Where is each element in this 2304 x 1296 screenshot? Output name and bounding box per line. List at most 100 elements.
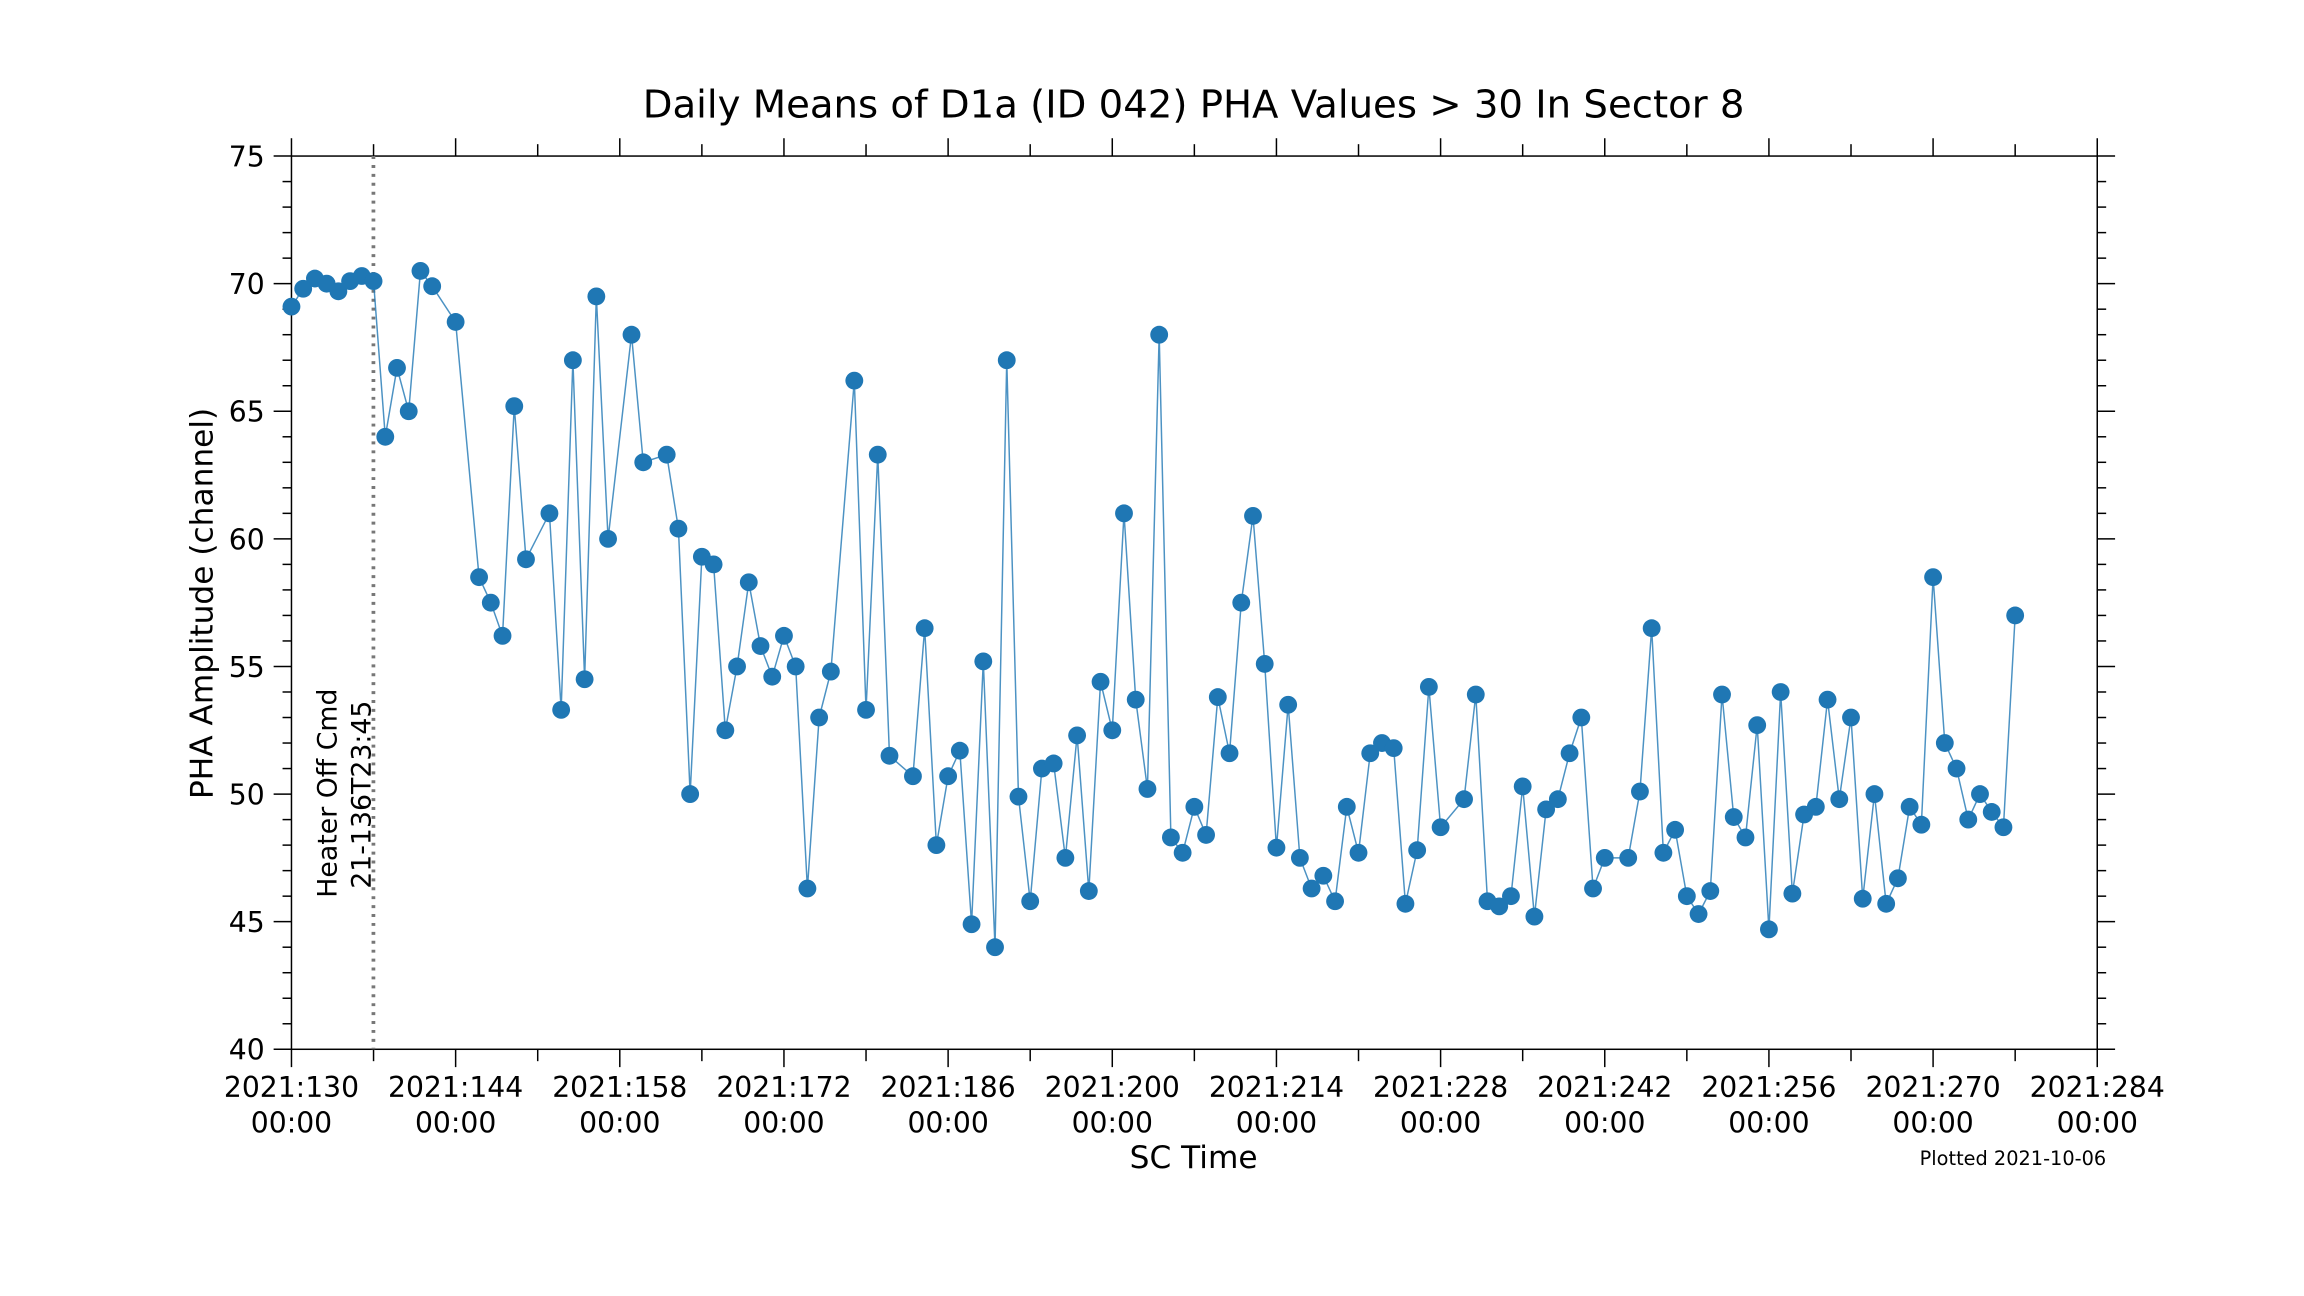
x-tick-label: 00:00 xyxy=(579,1107,660,1140)
data-point xyxy=(775,626,793,645)
data-point xyxy=(1302,879,1321,898)
data-point xyxy=(1455,790,1473,809)
data-point xyxy=(364,272,383,291)
data-point xyxy=(1818,690,1837,709)
x-tick-label: 00:00 xyxy=(1564,1107,1645,1140)
series-line xyxy=(290,268,2016,948)
x-tick-label: 00:00 xyxy=(415,1107,496,1140)
x-tick-label: 00:00 xyxy=(743,1107,824,1140)
data-point xyxy=(1537,800,1556,819)
data-point xyxy=(1842,708,1860,727)
data-point xyxy=(763,667,782,686)
y-tick-label: 75 xyxy=(229,140,265,173)
data-point xyxy=(1361,744,1380,763)
data-point xyxy=(411,261,430,280)
data-point xyxy=(1150,325,1169,344)
data-point xyxy=(481,593,500,612)
data-point xyxy=(446,313,465,331)
data-point xyxy=(388,358,406,377)
y-tick-label: 40 xyxy=(229,1034,265,1067)
data-point xyxy=(1548,790,1567,809)
data-point xyxy=(904,767,922,786)
data-point xyxy=(704,555,723,574)
y-tick-label: 60 xyxy=(229,523,265,556)
x-tick-label: 00:00 xyxy=(1072,1107,1153,1140)
x-tick-label: 2021:144 xyxy=(388,1071,523,1104)
x-axis-label: SC Time xyxy=(1130,1140,1258,1176)
chart-title: Daily Means of D1a (ID 042) PHA Values >… xyxy=(643,82,1745,127)
data-point xyxy=(810,708,829,727)
data-point xyxy=(986,938,1004,957)
data-point xyxy=(1396,894,1415,913)
data-point xyxy=(997,351,1016,370)
footnote: Plotted 2021-10-06 xyxy=(1920,1147,2107,1170)
data-point xyxy=(1654,843,1673,862)
data-point xyxy=(1783,884,1802,903)
data-point xyxy=(1525,907,1544,926)
data-point xyxy=(1197,825,1216,844)
data-point xyxy=(1021,892,1040,911)
data-point xyxy=(294,279,313,298)
data-point xyxy=(1924,568,1943,587)
data-point xyxy=(1771,683,1790,701)
data-point xyxy=(1666,820,1685,839)
data-point xyxy=(786,657,805,676)
data-point xyxy=(1431,818,1450,837)
data-point xyxy=(1290,848,1309,867)
data-point xyxy=(1994,818,2013,837)
y-tick-label: 45 xyxy=(229,906,265,939)
data-point xyxy=(1255,655,1274,673)
data-point xyxy=(751,637,770,655)
annotation-text: Heater Off Cmd xyxy=(312,689,343,898)
data-point xyxy=(1572,708,1591,727)
data-point xyxy=(1888,869,1907,888)
data-point xyxy=(1220,744,1239,763)
data-point xyxy=(728,657,746,676)
data-point xyxy=(1279,695,1298,714)
data-point xyxy=(868,445,887,464)
y-tick-label: 55 xyxy=(229,651,265,684)
data-point xyxy=(1079,882,1098,900)
plot-frame xyxy=(290,155,2098,1051)
x-tick-label: 2021:228 xyxy=(1373,1071,1508,1104)
data-point xyxy=(1115,504,1133,523)
data-point xyxy=(915,619,934,638)
data-point xyxy=(1631,782,1649,801)
data-point xyxy=(1009,787,1028,806)
data-point xyxy=(1044,754,1063,773)
x-tick-label: 2021:172 xyxy=(716,1071,851,1104)
data-point xyxy=(939,767,958,786)
data-point xyxy=(1806,797,1825,816)
data-point xyxy=(1619,848,1638,867)
y-tick-label: 70 xyxy=(229,268,265,301)
annotation-text: 21-136T23:45 xyxy=(346,701,377,889)
data-point xyxy=(739,573,758,592)
data-point xyxy=(669,519,688,538)
x-tick-label: 00:00 xyxy=(1236,1107,1317,1140)
data-point xyxy=(1912,815,1931,834)
x-tick-label: 2021:284 xyxy=(2030,1071,2165,1104)
data-point xyxy=(1900,797,1919,816)
x-tick-label: 2021:130 xyxy=(224,1071,359,1104)
data-point xyxy=(1337,797,1356,816)
data-point xyxy=(1466,685,1485,704)
data-point xyxy=(1642,619,1661,638)
data-point xyxy=(1724,808,1743,826)
data-point xyxy=(599,529,617,548)
data-point xyxy=(1490,897,1509,916)
data-point xyxy=(1865,785,1884,803)
data-point xyxy=(399,402,418,421)
x-tick-label: 2021:242 xyxy=(1537,1071,1672,1104)
x-tick-label: 00:00 xyxy=(251,1107,332,1140)
data-point xyxy=(1349,843,1368,862)
data-point xyxy=(974,652,993,671)
x-tick-label: 2021:256 xyxy=(1701,1071,1836,1104)
data-point xyxy=(505,397,524,416)
data-point xyxy=(927,836,946,855)
data-point xyxy=(1689,905,1708,923)
data-point xyxy=(1091,672,1110,691)
data-point xyxy=(821,662,840,681)
y-axis-label: PHA Amplitude (channel) xyxy=(185,408,221,799)
data-point xyxy=(1595,848,1614,867)
data-point xyxy=(1232,593,1251,612)
